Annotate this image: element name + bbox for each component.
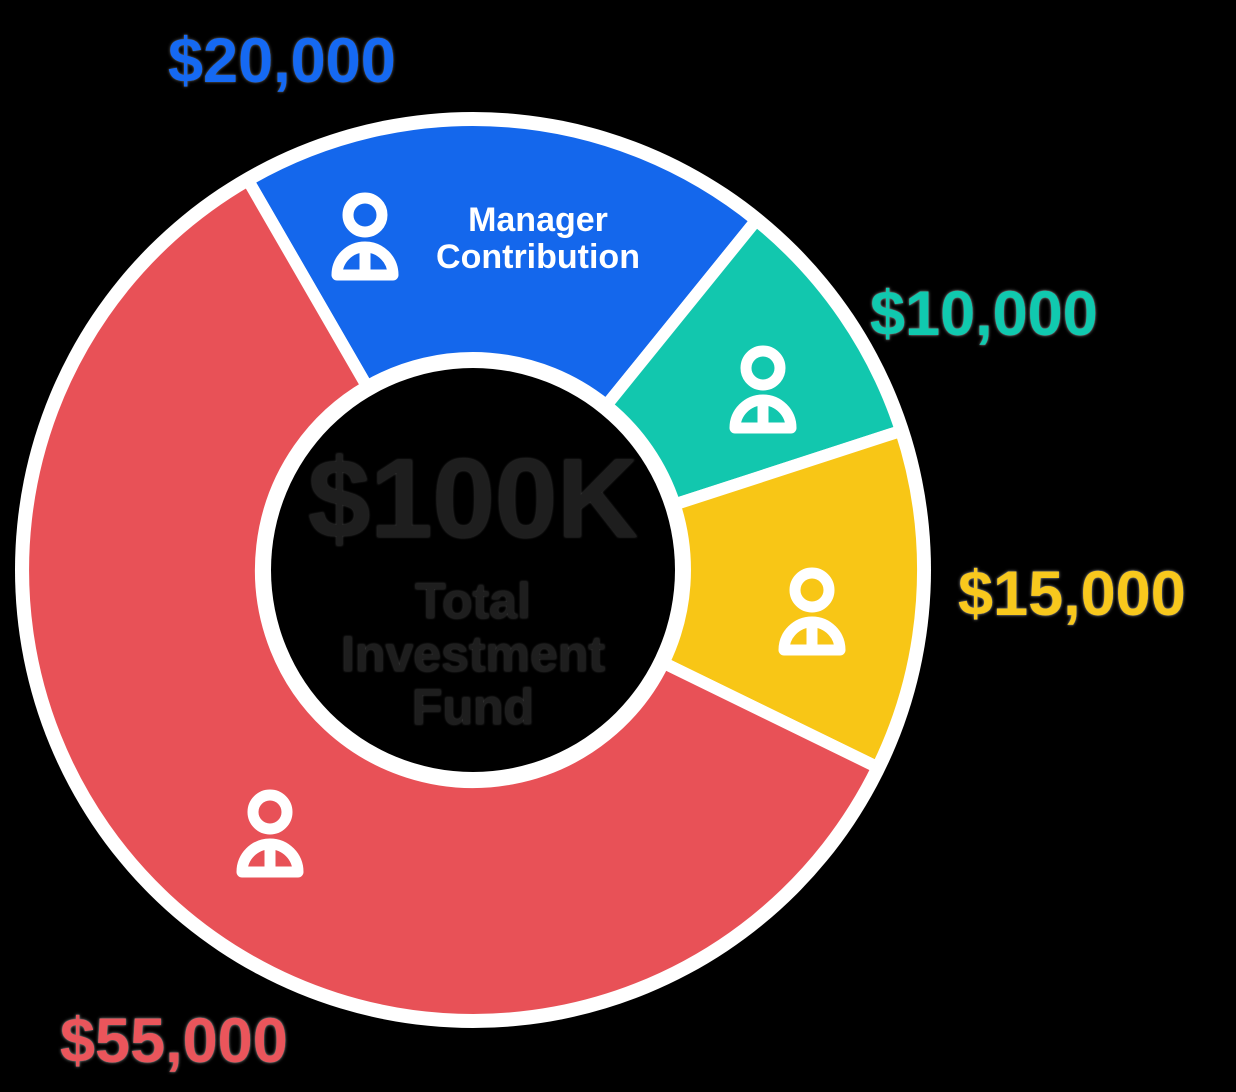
value-label-10k: $10,000	[870, 279, 1098, 349]
center-total-label-line3: Fund	[411, 679, 535, 735]
center-total-value: $100K	[307, 436, 639, 561]
value-label-55k: $55,000	[60, 1006, 288, 1076]
value-label-20k: $20,000	[168, 26, 396, 96]
donut-center-hole	[271, 368, 675, 772]
manager-contribution-label: Manager Contribution	[388, 202, 688, 276]
manager-contribution-label-line1: Manager	[468, 201, 608, 239]
slice-manager-contribution-20k	[242, 114, 763, 412]
manager-contribution-label-line2: Contribution	[436, 238, 640, 276]
value-label-15k: $15,000	[958, 559, 1186, 629]
center-total-label: Total Investment Fund	[173, 575, 773, 734]
slice-55k	[17, 174, 884, 1026]
center-total-label-line1: Total	[415, 573, 531, 629]
center-total-label-line2: Investment	[341, 626, 605, 682]
